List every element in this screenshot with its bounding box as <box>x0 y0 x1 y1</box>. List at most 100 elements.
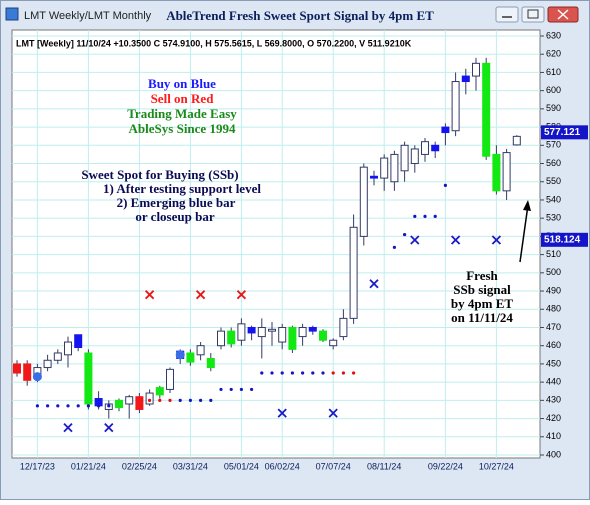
candle-body <box>319 330 327 341</box>
price-tag <box>541 125 588 140</box>
candle-body <box>217 330 225 347</box>
x-tick-label: 03/31/24 <box>173 461 208 471</box>
fresh-signal-line: Fresh <box>466 268 498 283</box>
support-dot <box>219 387 223 392</box>
x-tick-label: 01/21/24 <box>71 461 106 471</box>
x-marker <box>491 235 502 245</box>
legend-line: Sell on Red <box>151 91 215 106</box>
y-tick-label: 550 <box>546 176 561 186</box>
support-dot <box>97 404 101 408</box>
candle-body <box>359 166 368 237</box>
candle-body <box>410 148 419 165</box>
maximize-button[interactable] <box>521 6 545 23</box>
support-dot <box>341 371 345 375</box>
support-dot <box>331 371 335 375</box>
y-tick-label: 460 <box>546 340 561 350</box>
support-dot <box>239 387 243 392</box>
candle-body <box>502 152 511 192</box>
support-dot <box>443 183 447 187</box>
candle-body <box>339 317 348 338</box>
y-tick-label: 470 <box>546 322 561 332</box>
fresh-signal-line: on 11/11/24 <box>451 310 513 325</box>
candle-body <box>380 157 389 179</box>
candle-body <box>441 126 450 134</box>
minimize-button[interactable] <box>495 6 519 23</box>
support-dot <box>188 398 192 402</box>
marks: 577.121 518.124 <box>13 57 588 433</box>
x-marker <box>63 423 73 433</box>
x-marker <box>104 423 114 433</box>
window-controls <box>495 6 579 23</box>
x-tick-label: 07/07/24 <box>316 461 351 471</box>
candle-body <box>227 330 236 345</box>
price-tag <box>541 232 588 247</box>
y-tick-label: 410 <box>546 431 561 441</box>
support-dot <box>76 404 80 408</box>
legend-line: AbleSys Since 1994 <box>129 121 236 136</box>
support-dot <box>280 371 284 375</box>
x-marker <box>144 290 155 300</box>
x-tick-label: 12/17/23 <box>20 461 55 471</box>
price-tag-label: 518.124 <box>544 234 581 245</box>
candle-body <box>370 175 378 179</box>
y-tick-label: 540 <box>546 194 561 204</box>
candle-body <box>288 326 297 350</box>
sweet-spot-line: 1) After testing support level <box>103 181 261 196</box>
candle-body <box>329 339 338 347</box>
support-dot <box>311 371 315 375</box>
x-marker <box>277 408 287 418</box>
support-dot <box>56 404 60 408</box>
support-dot <box>260 371 264 375</box>
candle-body <box>166 368 174 390</box>
support-dot <box>433 214 437 218</box>
candle-body <box>431 144 440 152</box>
x-marker <box>195 290 206 300</box>
support-dot <box>413 214 417 218</box>
y-tick-label: 600 <box>546 85 561 95</box>
candle-body <box>247 326 256 334</box>
x-tick-label: 02/25/24 <box>122 461 157 471</box>
y-tick-label: 450 <box>546 358 561 368</box>
sweet-spot-line: or closeup bar <box>135 209 214 224</box>
candle-body <box>421 141 429 155</box>
x-tick-label: 06/02/24 <box>265 461 300 471</box>
price-tag-label: 577.121 <box>544 127 581 138</box>
x-tick-label: 08/11/24 <box>367 461 401 471</box>
support-dot <box>301 371 305 375</box>
legend-line: Buy on Blue <box>148 76 216 91</box>
candle-body <box>472 62 480 77</box>
y-tick-label: 430 <box>546 395 561 405</box>
fresh-signal-line: by 4pm ET <box>451 296 513 311</box>
x-marker <box>450 235 461 245</box>
support-dot <box>423 214 427 218</box>
signal-circle <box>32 372 42 382</box>
candle-body <box>64 341 72 356</box>
y-tick-label: 510 <box>546 249 561 259</box>
support-dot <box>250 387 254 392</box>
candle-body <box>145 392 154 405</box>
support-dot <box>229 387 233 392</box>
candle-body <box>115 399 123 409</box>
support-dot <box>148 398 152 402</box>
candle-body <box>461 75 470 83</box>
candle-body <box>53 352 62 361</box>
support-dot <box>352 371 356 375</box>
y-tick-label: 630 <box>546 30 561 40</box>
candle-body <box>492 153 501 192</box>
support-dot <box>107 404 111 408</box>
y-tick-label: 500 <box>546 267 561 277</box>
candle-body <box>186 352 195 363</box>
y-tick-label: 570 <box>546 140 561 150</box>
candle-body <box>390 153 399 183</box>
chart-title: AbleTrend Fresh Sweet Sport Signal by 4p… <box>166 8 434 23</box>
support-dot <box>46 404 50 408</box>
support-dot <box>178 398 182 402</box>
sweet-spot-line: 2) Emerging blue bar <box>117 195 236 210</box>
candle-body <box>512 135 521 146</box>
y-tick-label: 490 <box>546 285 561 295</box>
x-marker <box>410 235 420 245</box>
support-dot <box>86 404 90 408</box>
candle-body <box>237 323 246 341</box>
signal-arrow <box>519 204 529 263</box>
